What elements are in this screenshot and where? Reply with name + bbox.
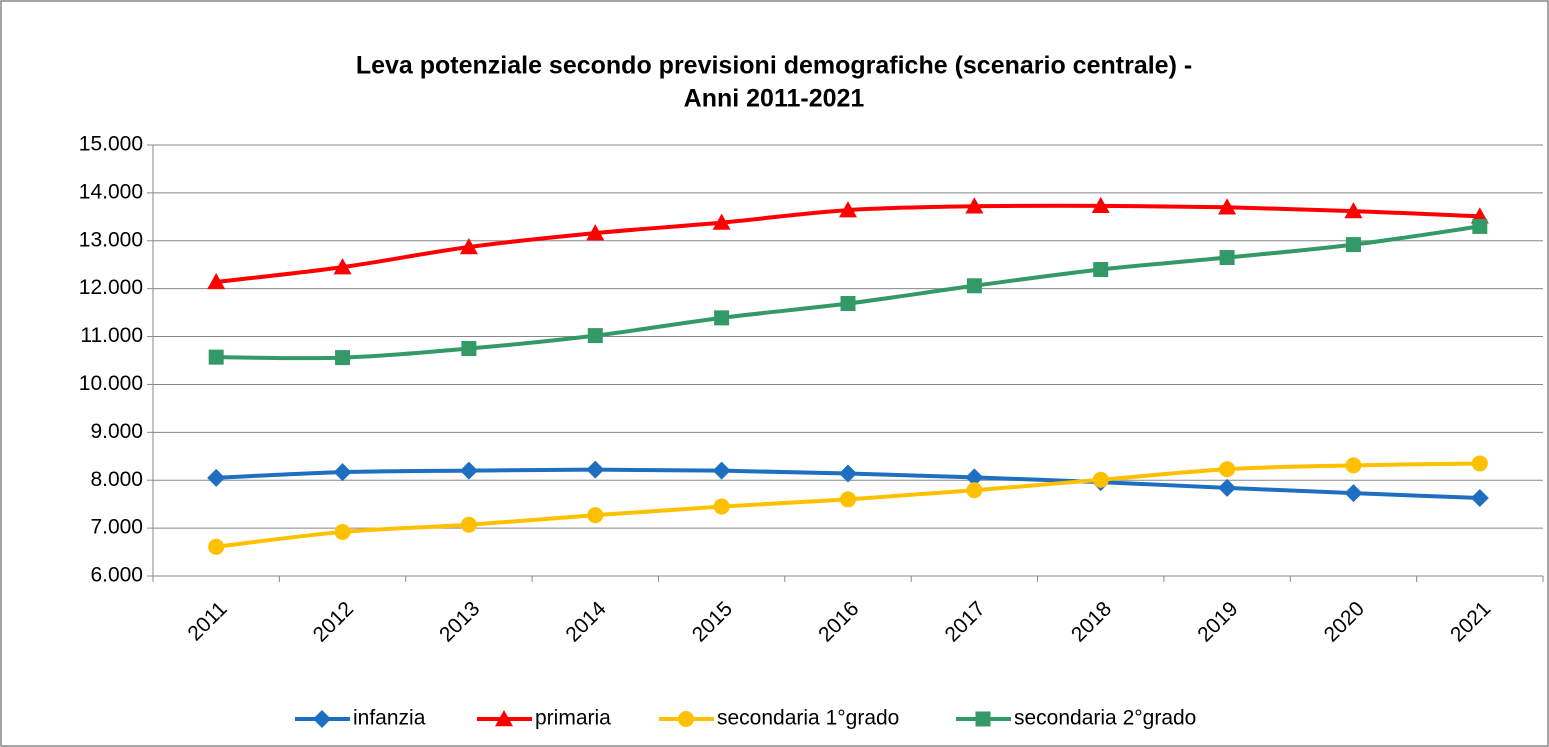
legend-marker [678, 711, 694, 727]
data-point [587, 328, 603, 344]
legend-marker [975, 711, 991, 727]
data-point [840, 491, 856, 508]
data-point [1344, 484, 1363, 503]
data-point [1218, 478, 1237, 497]
legend-label: secondaria 2°grado [1014, 707, 1196, 730]
data-point [1472, 218, 1488, 234]
y-tick-label: 7.000 [90, 516, 143, 539]
data-point [333, 258, 352, 275]
data-point [460, 516, 477, 533]
data-point [586, 460, 605, 479]
data-point [713, 498, 730, 515]
data-point [1093, 262, 1109, 278]
data-point [208, 538, 225, 555]
y-tick-label: 6.000 [90, 564, 143, 587]
data-point [965, 468, 984, 487]
data-point [1345, 237, 1361, 253]
legend-marker [313, 710, 331, 728]
y-tick-label: 12.000 [79, 276, 143, 299]
data-point [207, 272, 226, 290]
data-point [1219, 250, 1235, 266]
chart-title: Anni 2011-2021 [684, 85, 865, 113]
data-point [459, 238, 478, 255]
data-point [333, 463, 352, 482]
data-point [334, 523, 351, 540]
data-point [1344, 202, 1363, 219]
data-point [459, 461, 478, 480]
y-tick-label: 11.000 [80, 324, 143, 347]
data-point [839, 201, 857, 218]
y-tick-label: 13.000 [79, 228, 143, 251]
y-tick-label: 15.000 [79, 133, 143, 156]
legend-marker [495, 710, 513, 727]
legend-label: primaria [535, 707, 611, 730]
data-point [714, 310, 730, 326]
data-point [965, 197, 984, 214]
data-point [1345, 457, 1362, 474]
legend-label: secondaria 1°grado [717, 707, 899, 730]
y-tick-label: 10.000 [79, 372, 143, 395]
data-point [840, 296, 856, 312]
data-point [1092, 471, 1109, 488]
legend-label: infanzia [353, 707, 426, 730]
data-point [1471, 455, 1488, 472]
data-point [1470, 488, 1489, 507]
y-tick-label: 14.000 [79, 180, 143, 203]
data-point [966, 278, 982, 294]
data-point [1218, 198, 1237, 215]
data-point [207, 468, 226, 487]
data-point [966, 482, 983, 499]
data-point [587, 507, 604, 524]
data-point [208, 349, 224, 365]
y-tick-label: 9.000 [90, 420, 143, 443]
data-point [1219, 461, 1236, 478]
data-point [1091, 196, 1110, 214]
y-tick-label: 8.000 [90, 468, 143, 491]
data-point [335, 350, 351, 366]
data-point [712, 461, 731, 480]
chart-title: Leva potenziale secondo previsioni demog… [356, 52, 1192, 80]
data-point [586, 224, 605, 241]
data-point [712, 213, 731, 230]
data-point [461, 341, 477, 357]
data-point [839, 464, 857, 483]
